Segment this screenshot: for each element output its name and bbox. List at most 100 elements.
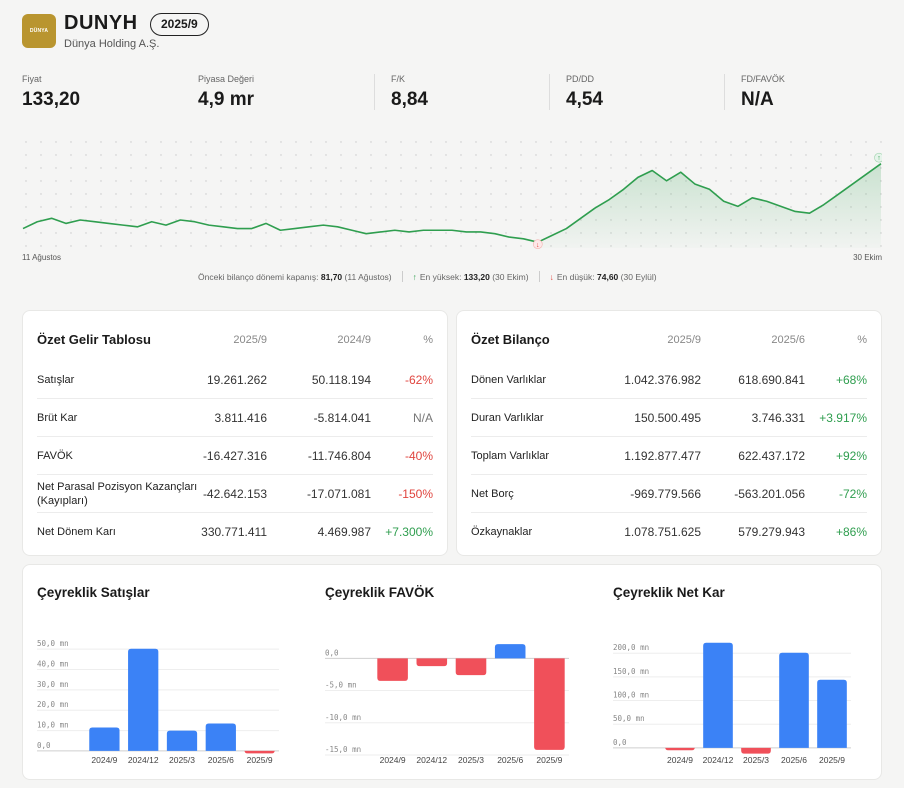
grid-dot xyxy=(400,167,402,169)
grid-dot xyxy=(370,141,372,143)
grid-dot xyxy=(700,167,702,169)
grid-dot xyxy=(355,219,357,221)
grid-dot xyxy=(70,167,72,169)
grid-dot xyxy=(400,206,402,208)
grid-dot xyxy=(340,206,342,208)
grid-dot xyxy=(685,154,687,156)
grid-dot xyxy=(775,154,777,156)
grid-dot xyxy=(820,154,822,156)
grid-dot xyxy=(310,180,312,182)
grid-dot xyxy=(325,245,327,247)
balance-col-change: % xyxy=(857,334,867,346)
grid-dot xyxy=(25,232,27,234)
grid-dot xyxy=(175,193,177,195)
grid-dot xyxy=(100,180,102,182)
grid-dot xyxy=(505,141,507,143)
income-row-label: Net Dönem Karı xyxy=(37,526,116,538)
grid-dot xyxy=(355,154,357,156)
grid-dot xyxy=(85,180,87,182)
grid-dot xyxy=(460,180,462,182)
grid-dot xyxy=(205,193,207,195)
grid-dot xyxy=(565,219,567,221)
arrow-down-icon: ↓ xyxy=(549,271,554,282)
grid-dot xyxy=(775,193,777,195)
x-tick-label: 2025/6 xyxy=(497,755,523,765)
chart-end-date: 30 Ekim xyxy=(853,253,882,262)
grid-dot xyxy=(505,219,507,221)
grid-dot xyxy=(625,141,627,143)
income-col-change: % xyxy=(423,334,433,346)
income-row-current: -42.642.153 xyxy=(202,487,267,501)
grid-dot xyxy=(730,167,732,169)
grid-dot xyxy=(460,193,462,195)
grid-dot xyxy=(265,232,267,234)
grid-dot xyxy=(565,141,567,143)
grid-dot xyxy=(490,180,492,182)
low-marker-icon: ↓ xyxy=(536,242,540,249)
income-row: Net Parasal Pozisyon Kazançları (Kayıpla… xyxy=(37,475,433,513)
grid-dot xyxy=(520,154,522,156)
grid-dot xyxy=(340,154,342,156)
grid-dot xyxy=(730,141,732,143)
income-row-previous: -11.746.804 xyxy=(307,449,371,463)
grid-dot xyxy=(730,154,732,156)
price-chart[interactable]: ↓ ↑ 11 Ağustos 30 Ekim xyxy=(22,134,882,284)
grid-dot xyxy=(550,219,552,221)
grid-dot xyxy=(385,193,387,195)
logo-text: DÜNYA xyxy=(29,28,49,34)
balance-row: Duran Varlıklar 150.500.495 3.746.331 +3.91… xyxy=(471,399,867,437)
grid-dot xyxy=(715,141,717,143)
bar-2024-9 xyxy=(665,747,695,751)
grid-dot xyxy=(475,180,477,182)
grid-dot xyxy=(355,141,357,143)
grid-dot xyxy=(340,141,342,143)
grid-dot xyxy=(115,206,117,208)
grid-dot xyxy=(835,180,837,182)
price-line-chart[interactable]: ↓↑ xyxy=(22,134,882,254)
y-tick-label: 40,0 mn xyxy=(37,660,69,669)
grid-dot xyxy=(85,167,87,169)
balance-row-label: Duran Varlıklar xyxy=(471,412,544,424)
metric-label: Piyasa Değeri xyxy=(198,74,255,84)
grid-dot xyxy=(100,219,102,221)
income-row-label: Satışlar xyxy=(37,374,75,386)
grid-dot xyxy=(490,154,492,156)
grid-dot xyxy=(85,193,87,195)
metric-price: Fiyat 133,20 xyxy=(22,74,80,110)
grid-dot xyxy=(790,167,792,169)
grid-dot xyxy=(280,141,282,143)
grid-dot xyxy=(400,245,402,247)
grid-dot xyxy=(790,180,792,182)
grid-dot xyxy=(205,206,207,208)
grid-dot xyxy=(505,180,507,182)
high-label: En yüksek: xyxy=(419,271,462,282)
income-row: Net Dönem Karı 330.771.411 4.469.987 +7.300… xyxy=(37,513,433,551)
income-row-change: N/A xyxy=(412,411,433,425)
grid-dot xyxy=(595,180,597,182)
grid-dot xyxy=(610,154,612,156)
income-row-previous: -5.814.041 xyxy=(313,411,371,425)
period-selector[interactable]: 2025/9 xyxy=(150,13,209,36)
grid-dot xyxy=(460,206,462,208)
grid-dot xyxy=(295,219,297,221)
income-row-label: Net Parasal Pozisyon Kazançları (Kayıpla… xyxy=(37,481,198,507)
grid-dot xyxy=(25,219,27,221)
grid-dot xyxy=(340,167,342,169)
grid-dot xyxy=(790,141,792,143)
grid-dot xyxy=(55,232,57,234)
grid-dot xyxy=(280,167,282,169)
grid-dot xyxy=(520,193,522,195)
grid-dot xyxy=(430,219,432,221)
grid-dot xyxy=(310,141,312,143)
grid-dot xyxy=(385,141,387,143)
x-tick-label: 2024/9 xyxy=(91,755,117,765)
grid-dot xyxy=(250,167,252,169)
grid-dot xyxy=(85,154,87,156)
grid-dot xyxy=(205,245,207,247)
grid-dot xyxy=(235,193,237,195)
grid-dot xyxy=(460,245,462,247)
bar-2024-12 xyxy=(703,642,733,748)
y-tick-label: 0,0 xyxy=(325,648,339,657)
grid-dot xyxy=(745,180,747,182)
grid-dot xyxy=(355,167,357,169)
